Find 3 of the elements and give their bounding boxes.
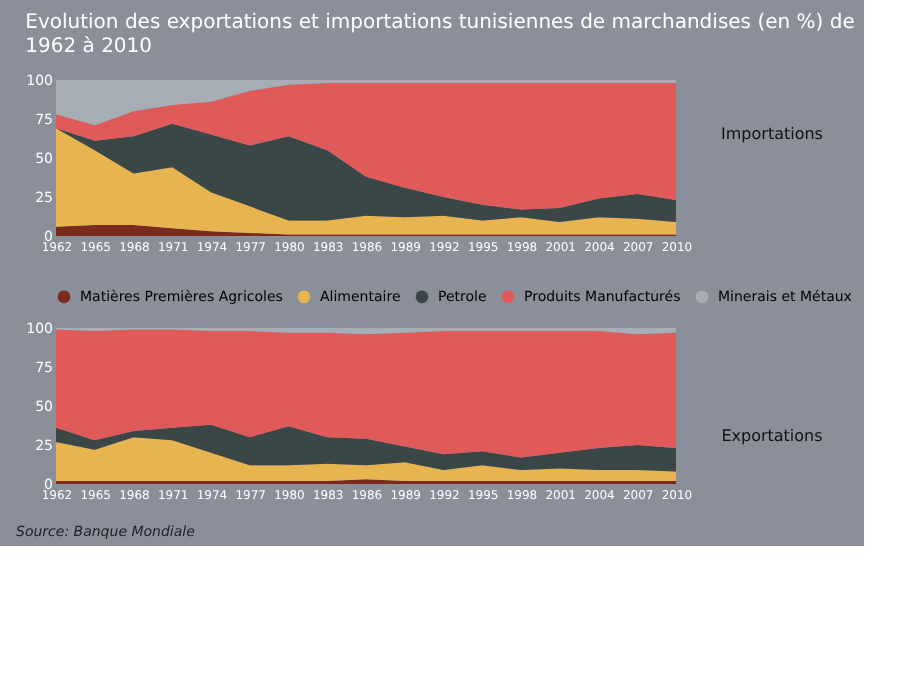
text: Importations [721,124,823,143]
text: Exportations [721,427,823,446]
chart-title: Evolution des exportations et importations tunisiennes de marchandises (en %) de 1962 à 2010 [25,12,855,58]
